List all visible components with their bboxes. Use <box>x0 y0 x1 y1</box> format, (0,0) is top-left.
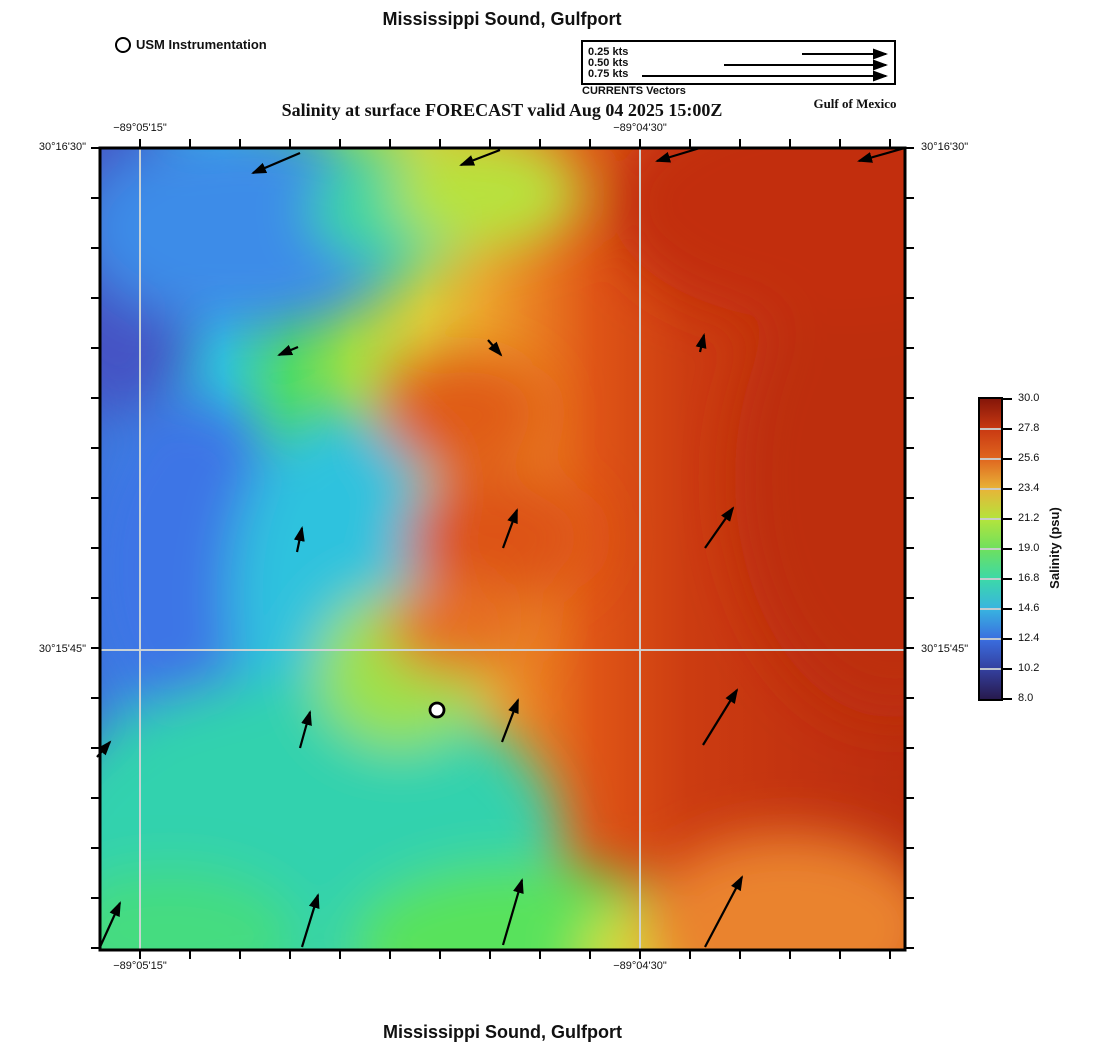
colorbar-tick <box>1003 578 1012 580</box>
current-vectors <box>96 146 906 948</box>
colorbar-tick-label: 23.4 <box>1018 482 1040 494</box>
station-marker-circle <box>428 701 446 719</box>
graticule <box>100 148 905 950</box>
colorbar-gridline <box>980 608 1001 610</box>
station-legend-label: USM Instrumentation <box>136 37 267 52</box>
current-vector <box>702 688 739 746</box>
colorbar-gridline <box>980 668 1001 670</box>
current-vector <box>704 506 735 549</box>
colorbar-axis-label: Salinity (psu) <box>1047 507 1062 589</box>
current-vector <box>857 146 906 163</box>
current-vector <box>293 526 305 553</box>
current-vector <box>298 710 312 749</box>
colorbar-tick-label: 25.6 <box>1018 452 1040 464</box>
current-vector <box>487 339 503 357</box>
current-vector <box>501 508 519 549</box>
current-vector <box>300 893 320 948</box>
page-title: Mississippi Sound, Gulfport <box>382 9 622 29</box>
vector-scale-label: 0.50 kts <box>588 57 629 69</box>
colorbar-tick-label: 30.0 <box>1018 392 1040 404</box>
currents-caption: CURRENTS Vectors <box>582 85 686 97</box>
current-vector <box>501 878 524 946</box>
colorbar-tick-label: 19.0 <box>1018 542 1040 554</box>
lon-tick-label-bottom-east: −89°04'30" <box>613 960 667 972</box>
lat-tick-label-right-north: 30°16'30" <box>921 141 969 153</box>
colorbar-tick <box>1003 608 1012 610</box>
lon-tick-label-top-east: −89°04'30" <box>613 122 667 134</box>
current-vector <box>277 344 299 357</box>
colorbar-tick <box>1003 698 1012 700</box>
colorbar-gridline <box>980 488 1001 490</box>
colorbar-tick <box>1003 398 1012 400</box>
colorbar-tick-label: 10.2 <box>1018 662 1040 674</box>
current-vector <box>459 148 501 167</box>
current-vector <box>500 698 520 743</box>
lat-tick-label-left-south: 30°15'45" <box>38 643 86 655</box>
lon-tick-label-bottom-west: −89°05'15" <box>113 960 167 972</box>
lat-tick-label-right-south: 30°15'45" <box>921 643 969 655</box>
lon-tick-label-top-west: −89°05'15" <box>113 122 167 134</box>
region-label: Gulf of Mexico <box>813 96 897 111</box>
colorbar-tick <box>1003 488 1012 490</box>
colorbar-tick-label: 12.4 <box>1018 632 1040 644</box>
salinity-field <box>100 148 905 950</box>
colorbar-tick <box>1003 518 1012 520</box>
current-vector <box>98 901 122 948</box>
current-vector <box>251 151 301 175</box>
map-border <box>98 146 907 952</box>
lat-tick-label-left-north: 30°16'30" <box>38 141 86 153</box>
colorbar-tick <box>1003 668 1012 670</box>
colorbar-gridline <box>980 428 1001 430</box>
current-vector <box>695 333 707 353</box>
vector-scale-legend: 0.25 kts 0.50 kts 0.75 kts <box>581 40 896 85</box>
footer-title: Mississippi Sound, Gulfport <box>382 1022 622 1042</box>
current-vector <box>655 146 701 163</box>
colorbar-tick-label: 16.8 <box>1018 572 1040 584</box>
colorbar-tick <box>1003 458 1012 460</box>
colorbar-tick <box>1003 428 1012 430</box>
colorbar-tick <box>1003 638 1012 640</box>
station-legend-marker-icon <box>115 37 131 53</box>
colorbar-tick-label: 27.8 <box>1018 422 1040 434</box>
vector-scale-arrows <box>642 48 888 82</box>
colorbar-tick-label: 8.0 <box>1018 692 1034 704</box>
current-vector <box>704 875 743 948</box>
forecast-subtitle: Salinity at surface FORECAST valid Aug 0… <box>281 100 723 120</box>
colorbar-tick-label: 21.2 <box>1018 512 1040 524</box>
vector-scale-label: 0.75 kts <box>588 68 629 80</box>
colorbar: 30.0 27.8 25.6 23.4 21.2 19.0 16.8 14.6 12.4 10.2… <box>978 392 1100 704</box>
colorbar-gridline <box>980 638 1001 640</box>
colorbar-tick-label: 14.6 <box>1018 602 1040 614</box>
salinity-heatmap <box>91 139 914 959</box>
colorbar-gridline <box>980 518 1001 520</box>
colorbar-tick <box>1003 548 1012 550</box>
colorbar-gridline <box>980 578 1001 580</box>
colorbar-gridline <box>980 548 1001 550</box>
station-marker <box>428 701 446 719</box>
vector-scale-label: 0.25 kts <box>588 46 629 58</box>
colorbar-gridline <box>980 458 1001 460</box>
